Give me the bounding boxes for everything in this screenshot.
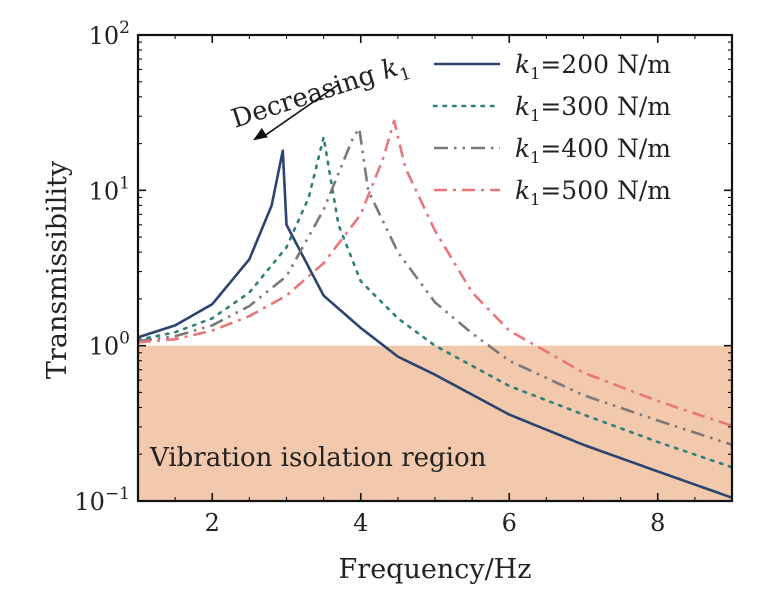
y-tick-base: 10 <box>74 488 105 516</box>
legend-label-1: k1=200 N/m <box>515 50 671 83</box>
isolation-region-label: Vibration isolation region <box>149 443 487 473</box>
y-tick-base: 10 <box>89 22 120 50</box>
legend-k: k <box>515 50 530 79</box>
annotation-arrow-head <box>253 128 268 141</box>
x-tick-label-2: 2 <box>205 509 220 537</box>
annotation-text: Decreasing k1 <box>228 49 414 139</box>
legend-label-2: k1=300 N/m <box>515 92 671 125</box>
x-axis-label: Frequency/Hz <box>339 554 532 585</box>
legend-sub: 1 <box>530 148 540 167</box>
legend-label-3: k1=400 N/m <box>515 134 671 167</box>
y-tick-label-3: 102 <box>89 18 130 50</box>
legend-sub: 1 <box>530 190 540 209</box>
y-axis-label: Transmissibility <box>42 160 73 379</box>
legend-value: =400 N/m <box>540 134 671 163</box>
y-tick-exponent: 1 <box>119 173 130 193</box>
y-tick-exponent: −1 <box>105 484 130 504</box>
series-group <box>138 119 732 499</box>
series-line-2 <box>138 135 732 469</box>
plot-area <box>138 119 732 501</box>
legend: k1=200 N/mk1=300 N/mk1=400 N/mk1=500 N/m <box>432 50 671 209</box>
y-tick-exponent: 2 <box>119 18 130 38</box>
y-tick-base: 10 <box>89 177 120 205</box>
y-tick-label-0: 10−1 <box>74 484 130 516</box>
x-tick-label-4: 4 <box>353 509 368 537</box>
legend-k: k <box>515 92 530 121</box>
annotation-sub: 1 <box>397 64 413 86</box>
x-tick-label-6: 6 <box>502 509 517 537</box>
y-tick-label-1: 100 <box>89 329 130 361</box>
y-tick-base: 10 <box>89 333 120 361</box>
isolation-region <box>138 345 732 501</box>
legend-k: k <box>515 134 530 163</box>
legend-value: =300 N/m <box>540 92 671 121</box>
legend-k: k <box>515 176 530 205</box>
series-line-3 <box>138 127 732 447</box>
x-tick-label-8: 8 <box>650 509 665 537</box>
annotation-arrow-shaft <box>262 83 339 138</box>
decreasing-k1-annotation: Decreasing k1 <box>228 49 414 141</box>
legend-value: =500 N/m <box>540 176 671 205</box>
legend-sub: 1 <box>530 106 540 125</box>
series-line-1 <box>138 149 732 499</box>
y-tick-label-2: 101 <box>89 173 130 205</box>
annotation-prefix: Decreasing <box>228 57 387 134</box>
y-tick-exponent: 0 <box>119 329 130 349</box>
series-line-4 <box>138 119 732 428</box>
legend-sub: 1 <box>530 64 540 83</box>
legend-label-4: k1=500 N/m <box>515 176 671 209</box>
legend-value: =200 N/m <box>540 50 671 79</box>
